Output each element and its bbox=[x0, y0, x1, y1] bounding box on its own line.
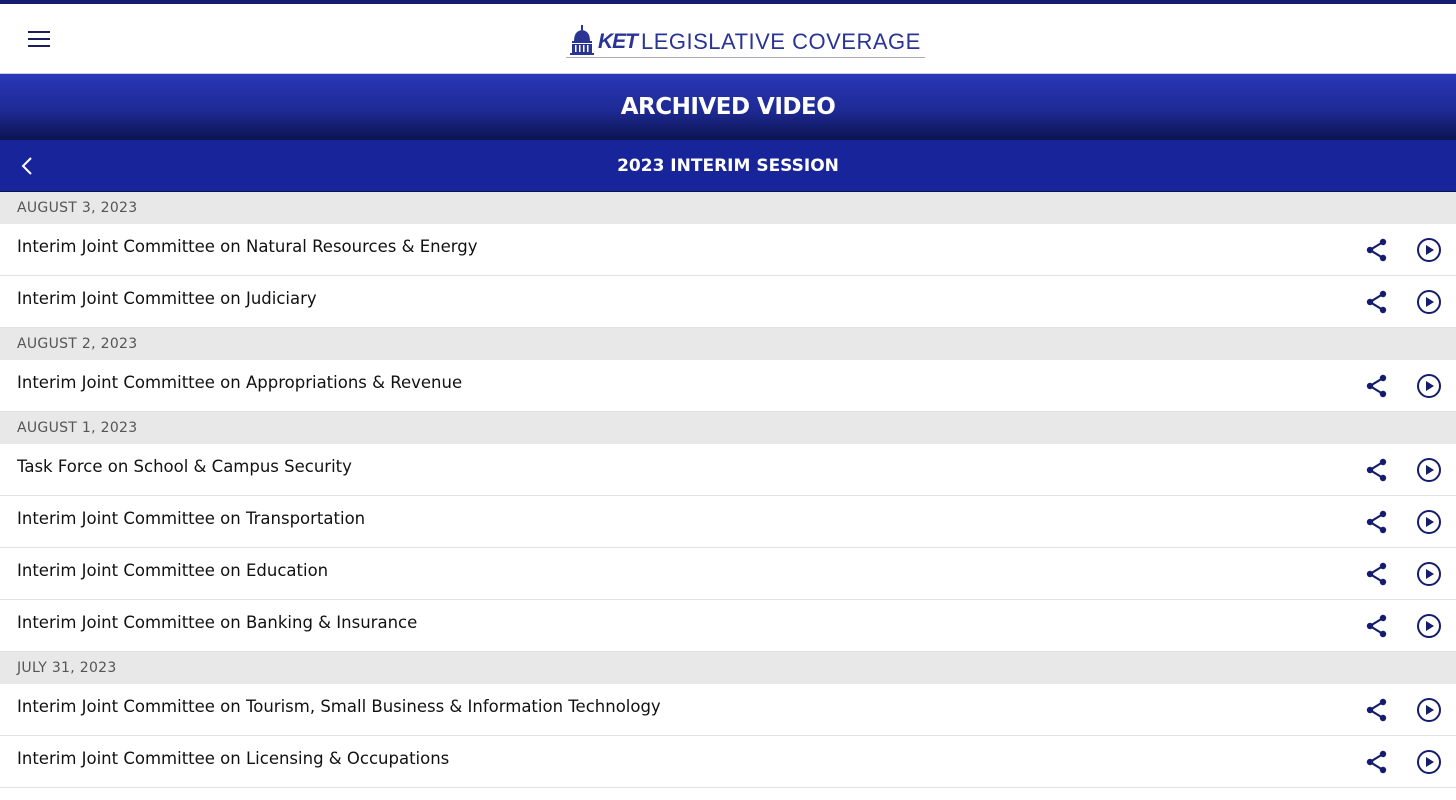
video-title: Interim Joint Committee on Transportatio… bbox=[17, 509, 366, 528]
video-list-item[interactable]: Interim Joint Committee on Banking & Ins… bbox=[0, 600, 1456, 652]
share-icon[interactable] bbox=[1364, 289, 1390, 315]
session-bar: 2023 INTERIM SESSION bbox=[0, 140, 1456, 192]
play-icon[interactable] bbox=[1416, 749, 1442, 775]
play-icon[interactable] bbox=[1416, 457, 1442, 483]
hamburger-menu-icon[interactable] bbox=[28, 31, 50, 47]
video-title: Interim Joint Committee on Tourism, Smal… bbox=[17, 697, 661, 716]
session-title: 2023 INTERIM SESSION bbox=[617, 156, 839, 176]
play-icon[interactable] bbox=[1416, 561, 1442, 587]
page-title: ARCHIVED VIDEO bbox=[0, 74, 1456, 140]
video-title: Interim Joint Committee on Licensing & O… bbox=[17, 749, 450, 768]
share-icon[interactable] bbox=[1364, 613, 1390, 639]
play-icon[interactable] bbox=[1416, 237, 1442, 263]
play-icon[interactable] bbox=[1416, 613, 1442, 639]
video-title: Interim Joint Committee on Education bbox=[17, 561, 329, 580]
video-title: Interim Joint Committee on Appropriation… bbox=[17, 373, 463, 392]
video-list-item[interactable]: Interim Joint Committee on Judiciary bbox=[0, 276, 1456, 328]
logo[interactable]: KET LEGISLATIVE COVERAGE bbox=[566, 24, 925, 58]
share-icon[interactable] bbox=[1364, 373, 1390, 399]
video-title: Task Force on School & Campus Security bbox=[17, 457, 352, 476]
date-header: JULY 31, 2023 bbox=[0, 652, 1456, 684]
top-border bbox=[0, 0, 1456, 4]
video-list-item[interactable]: Interim Joint Committee on Education bbox=[0, 548, 1456, 600]
video-list: AUGUST 3, 2023 Interim Joint Committee on… bbox=[0, 192, 1456, 788]
play-icon[interactable] bbox=[1416, 373, 1442, 399]
video-title: Interim Joint Committee on Banking & Ins… bbox=[17, 613, 418, 632]
video-list-item[interactable]: Interim Joint Committee on Licensing & O… bbox=[0, 736, 1456, 788]
date-header: AUGUST 1, 2023 bbox=[0, 412, 1456, 444]
video-list-item[interactable]: Interim Joint Committee on Appropriation… bbox=[0, 360, 1456, 412]
share-icon[interactable] bbox=[1364, 749, 1390, 775]
play-icon[interactable] bbox=[1416, 509, 1442, 535]
video-list-item[interactable]: Task Force on School & Campus Security bbox=[0, 444, 1456, 496]
video-title: Interim Joint Committee on Judiciary bbox=[17, 289, 317, 308]
capitol-dome-icon bbox=[570, 25, 594, 55]
video-list-item[interactable]: Interim Joint Committee on Tourism, Smal… bbox=[0, 684, 1456, 736]
date-header: AUGUST 3, 2023 bbox=[0, 192, 1456, 224]
share-icon[interactable] bbox=[1364, 457, 1390, 483]
share-icon[interactable] bbox=[1364, 237, 1390, 263]
play-icon[interactable] bbox=[1416, 289, 1442, 315]
play-icon[interactable] bbox=[1416, 697, 1442, 723]
share-icon[interactable] bbox=[1364, 697, 1390, 723]
video-list-item[interactable]: Interim Joint Committee on Transportatio… bbox=[0, 496, 1456, 548]
video-list-item[interactable]: Interim Joint Committee on Natural Resou… bbox=[0, 224, 1456, 276]
back-chevron-icon[interactable] bbox=[18, 156, 38, 176]
date-header: AUGUST 2, 2023 bbox=[0, 328, 1456, 360]
app-header: KET LEGISLATIVE COVERAGE bbox=[0, 4, 1456, 74]
share-icon[interactable] bbox=[1364, 561, 1390, 587]
video-title: Interim Joint Committee on Natural Resou… bbox=[17, 237, 478, 256]
share-icon[interactable] bbox=[1364, 509, 1390, 535]
